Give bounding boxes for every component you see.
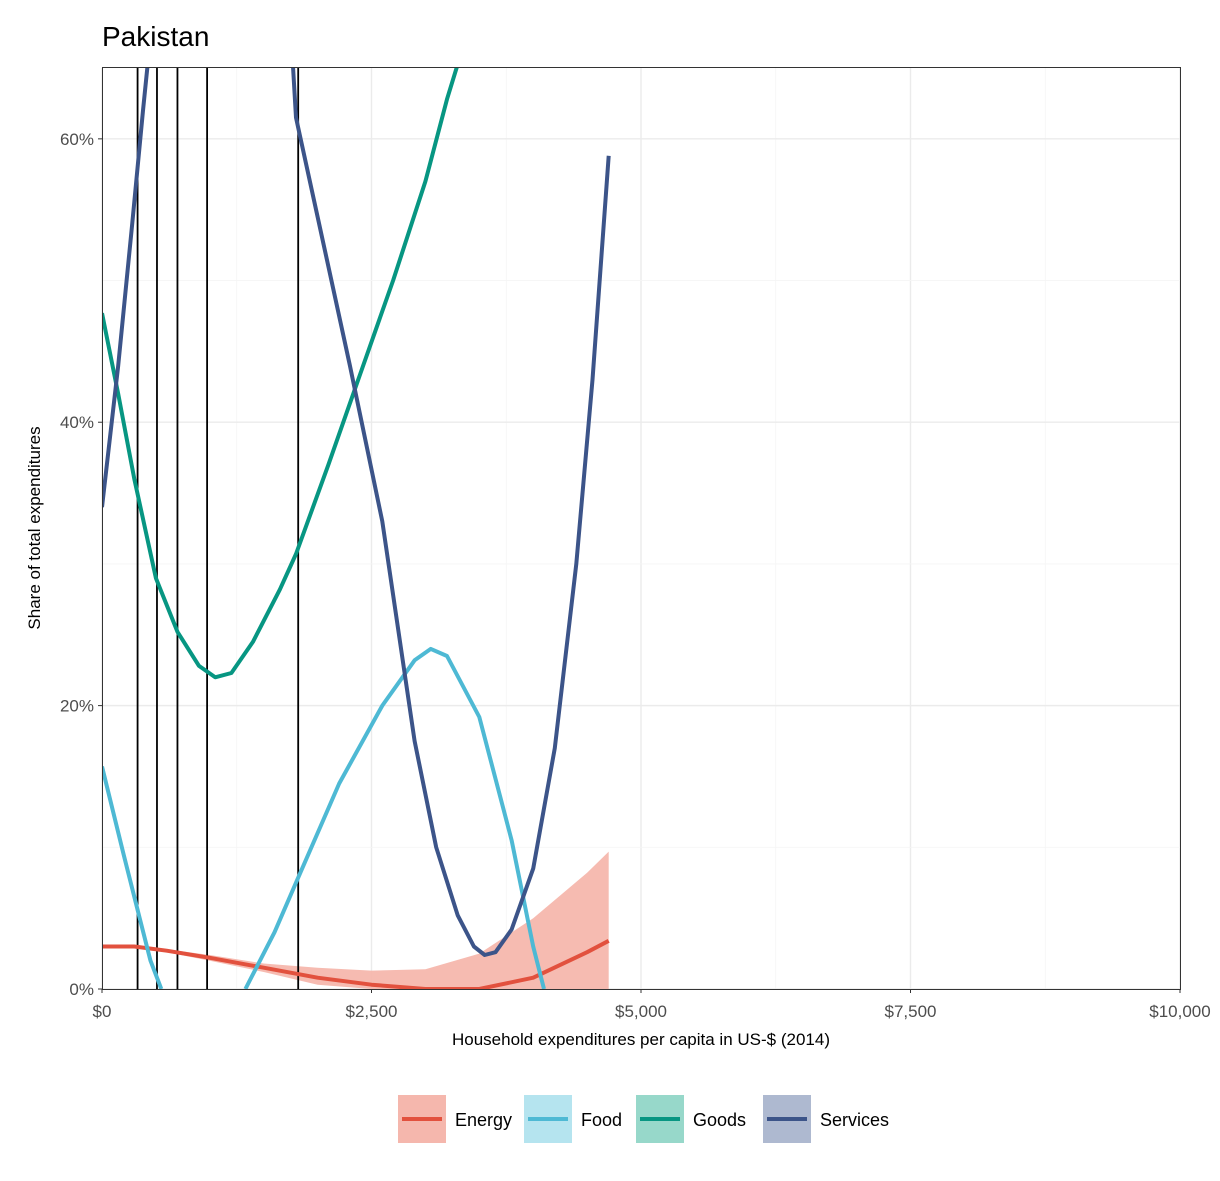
legend-label-services: Services [820, 1110, 889, 1130]
y-axis-ticks: 0% 20% 40% 60% [60, 130, 102, 999]
x-tick-label: $0 [93, 1002, 112, 1021]
y-tick-label: 0% [69, 980, 94, 999]
series-line-energy [102, 939, 610, 989]
legend-item-food: Food [524, 1095, 622, 1143]
x-tick-label: $7,500 [885, 1002, 937, 1021]
chart-title: Pakistan [102, 21, 209, 52]
series-line-services [102, 68, 611, 957]
legend-label-food: Food [581, 1110, 622, 1130]
legend-item-services: Services [763, 1095, 889, 1143]
x-axis-title: Household expenditures per capita in US-… [452, 1030, 830, 1049]
x-tick-label: $5,000 [615, 1002, 667, 1021]
series-lines [102, 68, 611, 989]
series-line-goods [102, 68, 459, 680]
legend: Energy Food Goods Services [398, 1095, 889, 1143]
y-axis-title: Share of total expenditures [25, 426, 44, 629]
y-tick-label: 40% [60, 413, 94, 432]
series-line-food [102, 646, 546, 989]
legend-item-energy: Energy [398, 1095, 512, 1143]
legend-label-goods: Goods [693, 1110, 746, 1130]
y-tick-label: 20% [60, 697, 94, 716]
x-tick-label: $10,000 [1149, 1002, 1210, 1021]
legend-item-goods: Goods [636, 1095, 746, 1143]
x-axis-ticks: $0 $2,500 $5,000 $7,500 $10,000 [93, 989, 1211, 1021]
grid [101, 68, 1181, 990]
y-tick-label: 60% [60, 130, 94, 149]
x-tick-label: $2,500 [346, 1002, 398, 1021]
legend-label-energy: Energy [455, 1110, 512, 1130]
vertical-reference-lines [136, 68, 300, 989]
